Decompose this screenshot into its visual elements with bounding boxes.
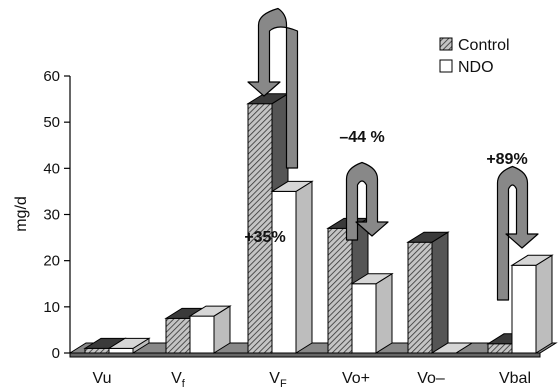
bar-control-5-front: [487, 343, 513, 354]
floor-front: [69, 352, 541, 358]
annotation-2: +89%: [486, 151, 527, 168]
bar-control-4: [406, 231, 450, 354]
bar-ndo-5-front: [511, 264, 537, 354]
category-label-3: Vo+: [342, 370, 370, 387]
y-tick-label: 20: [43, 253, 60, 270]
category-label-main: Vo+: [342, 370, 370, 387]
category-label-main: V: [171, 370, 182, 387]
legend-swatch-ndo: [439, 59, 453, 73]
category-labels: Vu Vf VF Vo+ Vo– Vbal: [93, 370, 532, 390]
arrow-vf-shape: [247, 7, 299, 169]
bar-ndo-0-front: [108, 347, 134, 354]
y-tick-label: 60: [43, 68, 60, 85]
legend-label-ndo: NDO: [458, 59, 494, 76]
category-label-4: Vo–: [417, 370, 445, 387]
annotations: +35% –44 % +89%: [244, 129, 527, 246]
bar-ndo-0: [107, 337, 151, 354]
y-axis-label: mg/d: [13, 196, 30, 232]
category-label-main: Vbal: [499, 370, 531, 387]
arrow-vo-plus-shape: [345, 161, 389, 241]
y-tick-label: 30: [43, 207, 60, 224]
bar-control-4-top: [406, 231, 450, 243]
bar-ndo-2-top: [270, 180, 314, 192]
bar-ndo-5-side: [535, 254, 553, 354]
bar-control-1-front: [165, 317, 191, 354]
bar-ndo-3: [350, 272, 394, 354]
annotation-0: +35%: [244, 229, 285, 246]
bar-ndo-1-front: [189, 315, 215, 354]
legend-swatch-control: [439, 37, 453, 51]
bar-ndo-2-side: [295, 180, 313, 354]
category-label-5: Vbal: [499, 370, 531, 387]
y-tick-label: 0: [52, 345, 60, 362]
legend: Control NDO: [439, 37, 510, 76]
arrow-vbal-shape: [496, 165, 539, 301]
bar-ndo-1-top: [188, 305, 232, 317]
bars: [83, 92, 554, 354]
category-label-1: Vf: [171, 370, 186, 390]
bar-ndo-2: [270, 180, 314, 354]
bar-control-0-front: [84, 347, 110, 354]
category-label-main: Vo–: [417, 370, 445, 387]
bar-ndo-2-front: [271, 190, 297, 354]
bar-ndo-3-side: [375, 272, 393, 354]
bar-ndo-4: [430, 342, 474, 354]
y-tick-label: 10: [43, 299, 60, 316]
bar-control-3-front: [327, 227, 353, 354]
bar-ndo-1: [188, 305, 232, 354]
arrow-vbal: [496, 165, 539, 301]
arrow-vf: [247, 7, 299, 169]
y-tick-label: 40: [43, 160, 60, 177]
y-tick-label: 50: [43, 114, 60, 131]
category-label-subscript: f: [182, 378, 186, 390]
bar-control-4-side: [431, 231, 449, 354]
bar-ndo-3-top: [350, 273, 394, 285]
legend-label-control: Control: [458, 37, 510, 54]
bar-control-4-front: [407, 241, 433, 354]
category-label-subscript: F: [280, 378, 287, 390]
y-ticks: 0 10 20 30 40 50 60: [43, 68, 70, 362]
category-label-2: VF: [269, 370, 287, 390]
bar-ndo-5-top: [510, 254, 554, 266]
category-label-main: V: [269, 370, 280, 387]
bar-ndo-3-front: [351, 283, 377, 354]
bar-ndo-5: [510, 254, 554, 354]
bar-ndo-4-top: [430, 342, 474, 354]
arrows: [247, 7, 539, 301]
bar-ndo-0-top: [107, 337, 151, 349]
y-axis: 0 10 20 30 40 50 60 mg/d: [13, 68, 71, 362]
annotation-1: –44 %: [339, 129, 384, 146]
category-label-0: Vu: [93, 370, 112, 387]
arrow-vo-plus: [345, 161, 389, 241]
category-label-main: Vu: [93, 370, 112, 387]
